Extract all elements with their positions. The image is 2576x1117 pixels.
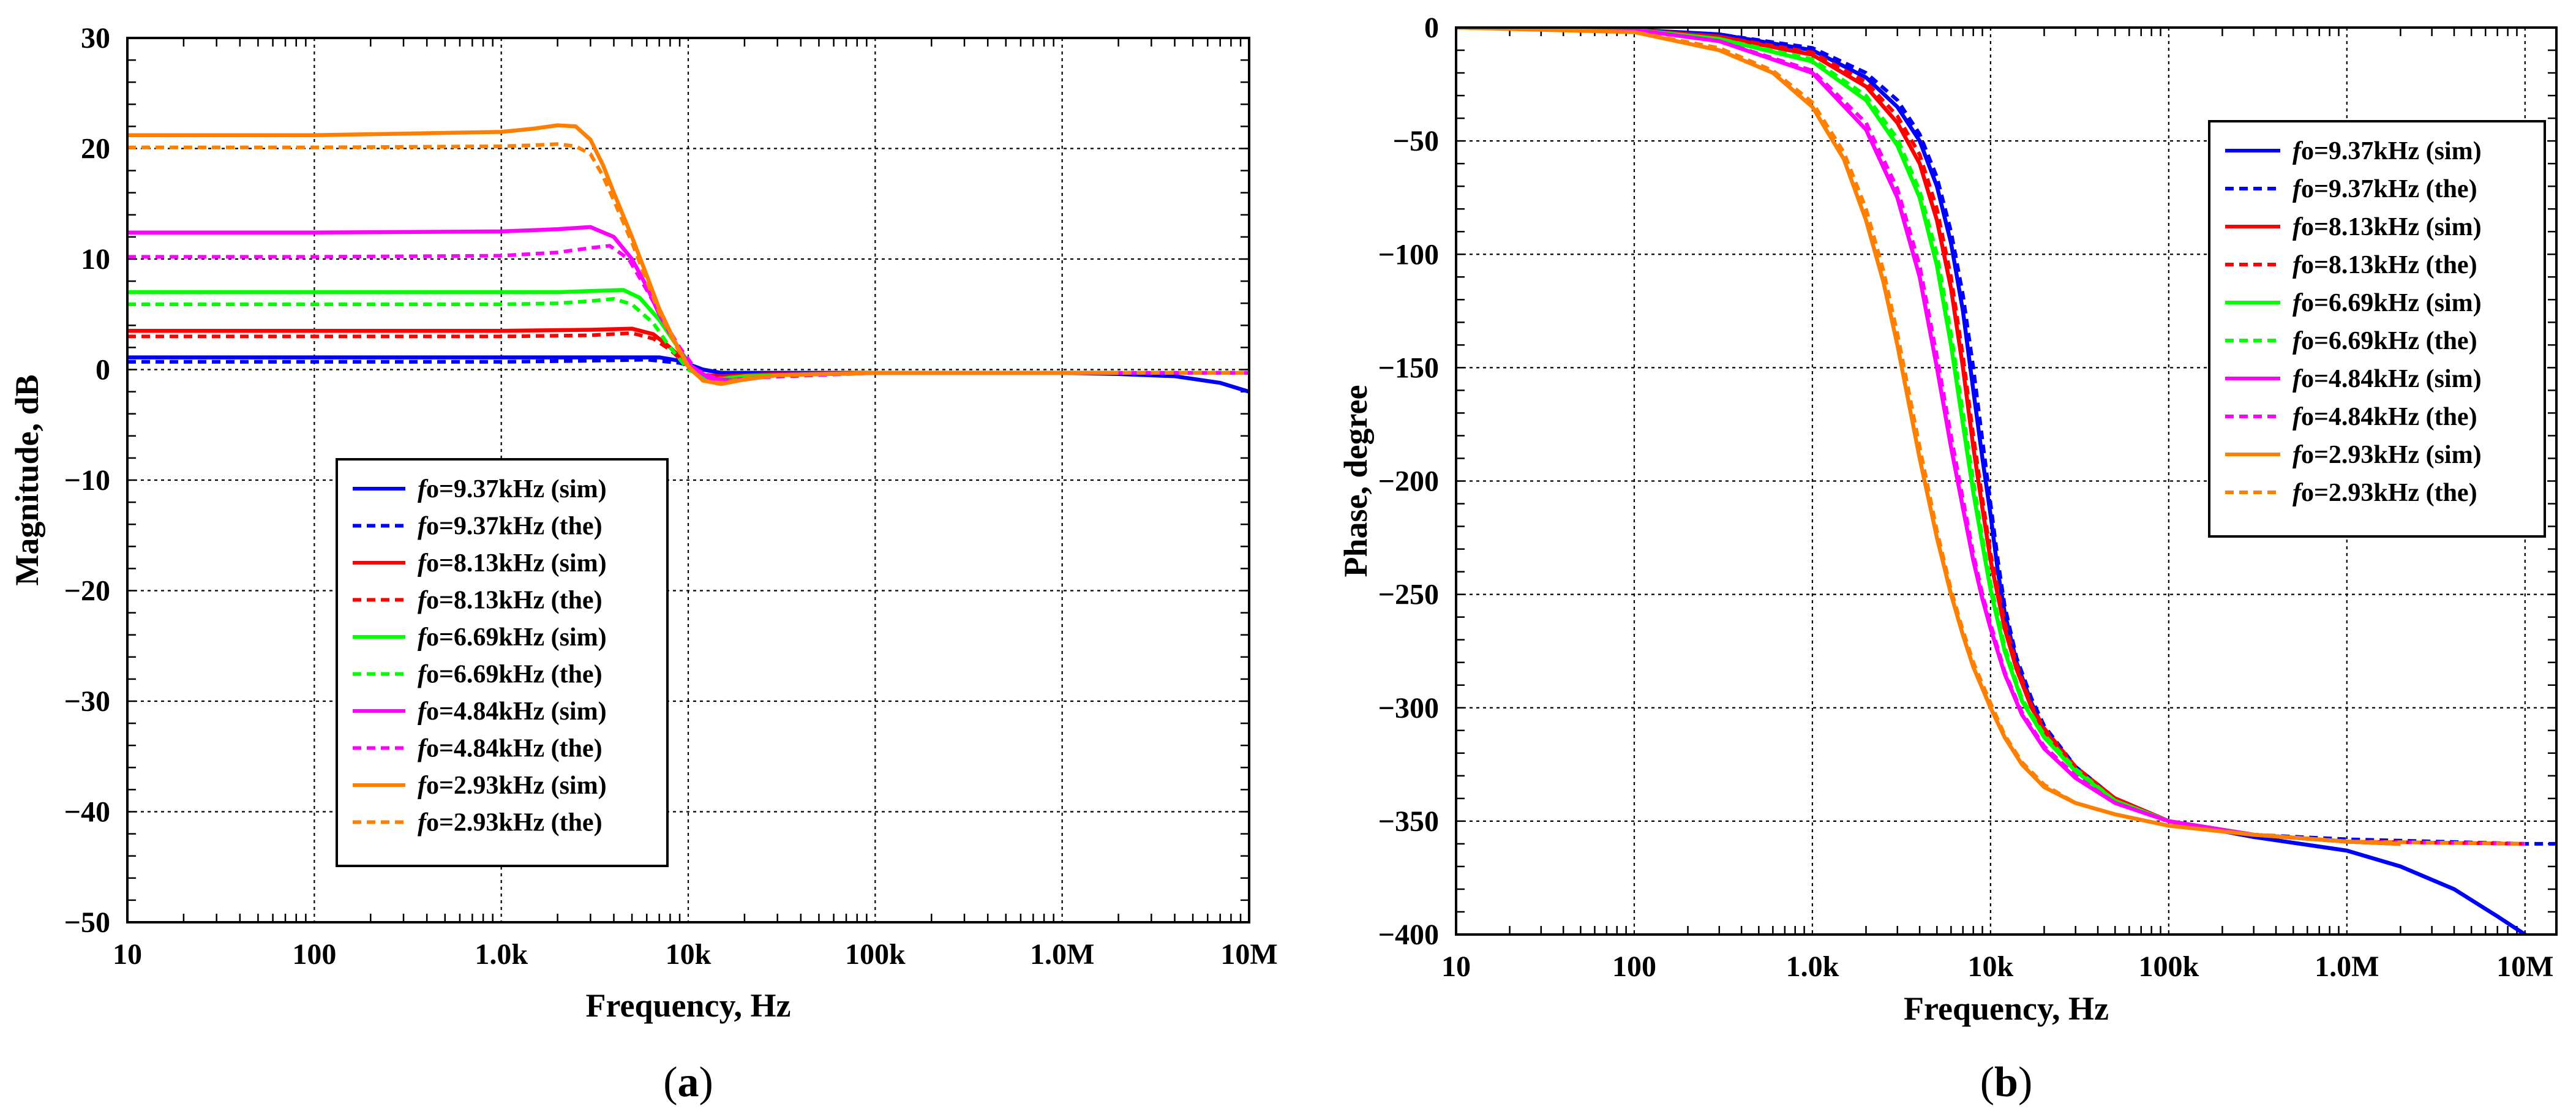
y-tick-label: −350 [1378, 805, 1439, 838]
y-tick-label: 0 [1424, 12, 1439, 44]
legend-entry-label: fo=9.37kHz (the) [418, 513, 603, 541]
minor-ticks [127, 37, 1249, 923]
legend-entry-label: fo=6.69kHz (the) [2292, 327, 2477, 355]
y-tick-label: 10 [81, 243, 110, 276]
legend-entry-label: fo=2.93kHz (sim) [418, 772, 607, 800]
y-tick-label: −30 [64, 685, 110, 718]
y-axis-label: Phase, degree [1337, 385, 1374, 577]
x-tick-label: 10k [1968, 950, 2014, 983]
legend-entry-label: fo=9.37kHz (sim) [2292, 137, 2482, 165]
plot-frame [1455, 26, 2558, 936]
x-tick-label: 10M [1220, 938, 1277, 971]
series-line-o-4-84khz-the- [1456, 28, 2525, 846]
y-tick-label: −10 [64, 464, 110, 497]
legend-entry-label: fo=6.69kHz (the) [418, 661, 603, 689]
y-tick-label: −250 [1378, 579, 1439, 611]
legend: fo=9.37kHz (sim) fo=9.37kHz (the) fo=8.13k… [2208, 120, 2546, 538]
legend-entry-label: fo=9.37kHz (the) [2292, 175, 2477, 203]
minor-ticks [1456, 26, 2556, 936]
legend-entry-label: fo=4.84kHz (the) [418, 735, 603, 763]
chart-panel-a: 10 100 1.0k 10k 100k 1.0M 10M3020100−10−20−30−… [9, 22, 1278, 1106]
y-tick-label: −200 [1378, 465, 1439, 498]
legend-entry-label: fo=2.93kHz (sim) [2292, 441, 2482, 469]
legend-entry-label: fo=6.69kHz (sim) [418, 623, 607, 652]
y-tick-label: 20 [81, 133, 110, 165]
legend-entry-label: fo=4.84kHz (the) [2292, 403, 2477, 431]
x-axis-label: Frequency, Hz [1904, 990, 2109, 1027]
legend-box [336, 458, 669, 867]
series-group [127, 123, 1249, 394]
y-tick-label: −40 [64, 796, 110, 829]
legend-entry-label: fo=8.13kHz (the) [2292, 251, 2477, 279]
y-tick-label: −50 [1393, 125, 1439, 157]
series-line-o-9-37khz-the- [1456, 28, 2556, 846]
x-tick-label: 10M [2496, 950, 2553, 983]
y-tick-label: −300 [1378, 692, 1439, 724]
legend-box [2208, 120, 2546, 538]
series-line-o-2-93khz-the- [127, 142, 1249, 385]
legend-entry-label: fo=4.84kHz (sim) [418, 698, 607, 726]
y-tick-label: −100 [1378, 238, 1439, 271]
panel-label: (a) [663, 1059, 713, 1106]
y-axis-label: Magnitude, dB [9, 374, 45, 585]
legend-entry-label: fo=9.37kHz (sim) [418, 475, 607, 503]
x-tick-label: 1.0k [1786, 950, 1839, 983]
legend-entry-label: fo=2.93kHz (the) [2292, 479, 2477, 507]
legend-entry-label: fo=8.13kHz (sim) [2292, 213, 2482, 241]
x-tick-label: 100 [1612, 950, 1656, 983]
series-line-o-8-13khz-the- [127, 331, 1249, 378]
x-tick-label: 10 [1441, 950, 1471, 983]
y-tick-label: 30 [81, 22, 110, 55]
x-axis-label: Frequency, Hz [586, 987, 791, 1024]
x-tick-label: 100k [2138, 950, 2199, 983]
y-tick-label: −50 [64, 906, 110, 939]
x-tick-label: 100k [845, 938, 906, 971]
legend-entry-label: fo=8.13kHz (sim) [418, 549, 607, 577]
x-tick-label: 10k [666, 938, 712, 971]
chart-panel-b: 10 100 1.0k 10k 100k 1.0M 10M 0 −50 −100 −150 −200 −… [1337, 12, 2558, 1106]
series-line-o-2-93khz-the- [1456, 28, 2525, 846]
legend: fo=9.37kHz (sim) fo=9.37kHz (the) fo=8.13k… [336, 458, 669, 867]
x-tick-label: 1.0M [1030, 938, 1094, 971]
series-line-o-2-93khz-sim- [127, 123, 1119, 386]
legend-entry-label: fo=4.84kHz (sim) [2292, 365, 2482, 393]
x-tick-label: 1.0M [2315, 950, 2379, 983]
y-tick-label: −150 [1378, 352, 1439, 384]
y-tick-label: −20 [64, 575, 110, 607]
legend-entry-label: fo=2.93kHz (the) [418, 809, 603, 837]
legend-entry-label: fo=8.13kHz (the) [418, 587, 603, 615]
legend-entry-label: fo=6.69kHz (sim) [2292, 289, 2482, 317]
x-tick-label: 1.0k [475, 938, 528, 971]
y-tick-label: 0 [96, 354, 110, 386]
panel-label: (b) [1980, 1059, 2033, 1106]
x-tick-label: 10 [113, 938, 142, 971]
y-tick-label: −400 [1378, 919, 1439, 951]
series-group [1456, 28, 2556, 935]
plot-frame [126, 37, 1250, 923]
x-tick-label: 100 [292, 938, 336, 971]
